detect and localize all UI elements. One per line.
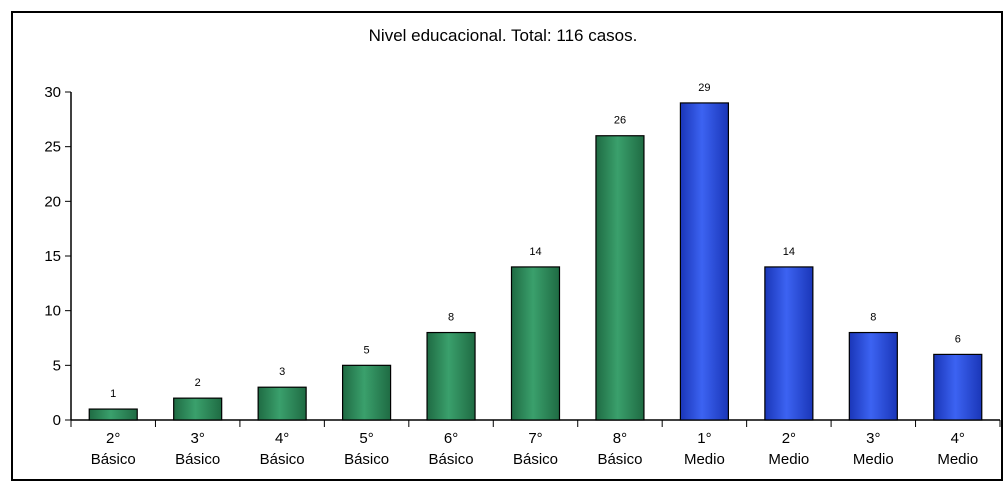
bar — [173, 397, 223, 421]
bar — [88, 408, 138, 421]
data-label: 29 — [698, 82, 710, 94]
data-label: 8 — [448, 312, 454, 324]
bar — [341, 364, 392, 421]
y-tick-label: 10 — [44, 303, 61, 320]
x-tick-label-line2: Básico — [597, 451, 642, 468]
y-tick-label: 20 — [44, 193, 61, 210]
x-tick-label-line1: 2° — [106, 430, 120, 447]
y-tick-label: 15 — [44, 248, 61, 265]
data-label: 3 — [279, 366, 285, 378]
x-tick-label-line2: Básico — [91, 451, 136, 468]
data-label: 14 — [783, 246, 795, 258]
bar — [848, 331, 898, 421]
x-tick-label-line2: Medio — [853, 451, 894, 468]
y-tick-label: 30 — [44, 84, 61, 101]
data-label: 26 — [614, 115, 626, 127]
bar — [764, 266, 814, 421]
x-tick-label-line1: 7° — [528, 430, 542, 447]
x-tick-label-line1: 2° — [782, 430, 796, 447]
x-tick-label-line1: 4° — [951, 430, 965, 447]
x-tick-label-line1: 1° — [697, 430, 711, 447]
bar — [933, 353, 983, 421]
x-tick-label-line2: Medio — [768, 451, 809, 468]
plot-area: 0 5 10 15 20 25 30 1 2° Básico 2 3° Básico 3 4° Básico 5… — [44, 82, 1001, 468]
bar — [679, 102, 730, 421]
data-label: 1 — [110, 388, 116, 400]
data-label: 6 — [955, 333, 961, 345]
data-label: 2 — [195, 377, 201, 389]
y-tick-label: 25 — [44, 139, 61, 156]
bar — [510, 266, 561, 421]
bar — [257, 386, 307, 421]
data-label: 5 — [364, 344, 370, 356]
x-tick-label-line1: 6° — [444, 430, 458, 447]
x-tick-label-line1: 3° — [191, 430, 205, 447]
x-tick-label-line2: Medio — [684, 451, 725, 468]
x-tick-label-line2: Básico — [513, 451, 558, 468]
x-tick-label-line1: 5° — [359, 430, 373, 447]
bar — [426, 331, 476, 421]
x-tick-label-line1: 8° — [613, 430, 627, 447]
x-tick-label-line1: 3° — [866, 430, 880, 447]
x-tick-label-line1: 4° — [275, 430, 289, 447]
x-tick-label-line2: Básico — [429, 451, 474, 468]
x-tick-label-line2: Medio — [937, 451, 978, 468]
chart-title: Nivel educacional. Total: 116 casos. — [369, 26, 638, 45]
y-tick-label: 0 — [53, 412, 61, 429]
data-label: 14 — [529, 246, 541, 258]
bar — [595, 135, 645, 421]
x-tick-label-line2: Básico — [175, 451, 220, 468]
x-tick-label-line2: Básico — [260, 451, 305, 468]
data-label: 8 — [870, 312, 876, 324]
y-tick-label: 5 — [53, 357, 61, 374]
x-tick-label-line2: Básico — [344, 451, 389, 468]
